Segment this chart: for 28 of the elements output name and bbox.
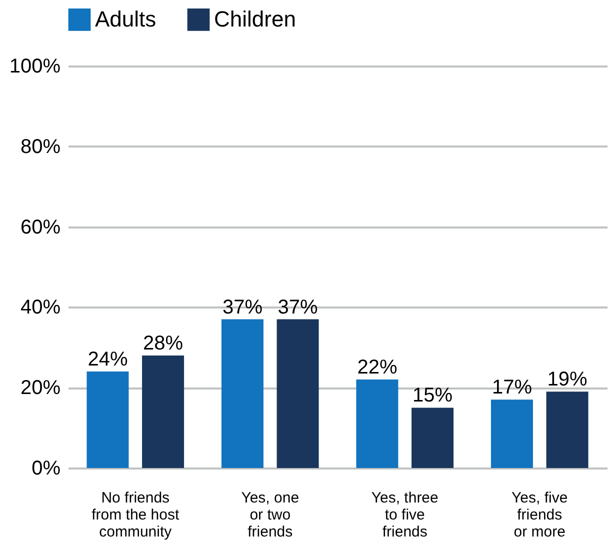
y-tick-label: 20%: [20, 377, 61, 400]
x-tick-label: Yes, three to five friends: [371, 490, 438, 540]
data-label: 24%: [88, 348, 128, 371]
bar: [221, 319, 264, 468]
x-tick-label: Yes, five friends or more: [512, 490, 568, 540]
data-label: 37%: [278, 296, 318, 318]
bar: [546, 392, 588, 468]
bar: [490, 400, 533, 468]
data-label: 37%: [222, 296, 263, 318]
bar: [412, 408, 454, 468]
x-tick-label: Yes, one or two friends: [241, 490, 300, 540]
y-tick-label: 100%: [9, 56, 61, 78]
bar: [276, 319, 319, 468]
x-tick-label: No friends from the host community: [92, 490, 180, 540]
y-tick-label: 0%: [32, 458, 61, 480]
data-label: 15%: [412, 384, 453, 407]
bar: [356, 380, 398, 468]
bar: [142, 355, 184, 468]
y-tick-label: 60%: [20, 216, 61, 238]
data-label: 17%: [492, 376, 532, 399]
y-tick-label: 40%: [20, 296, 61, 319]
data-label: 19%: [547, 368, 588, 391]
bar: [86, 372, 129, 468]
y-tick-label: 80%: [20, 136, 61, 158]
legend-label: Adults: [95, 6, 156, 32]
data-label: 22%: [357, 356, 398, 379]
legend-label: Children: [214, 6, 296, 32]
data-label: 28%: [143, 332, 184, 354]
